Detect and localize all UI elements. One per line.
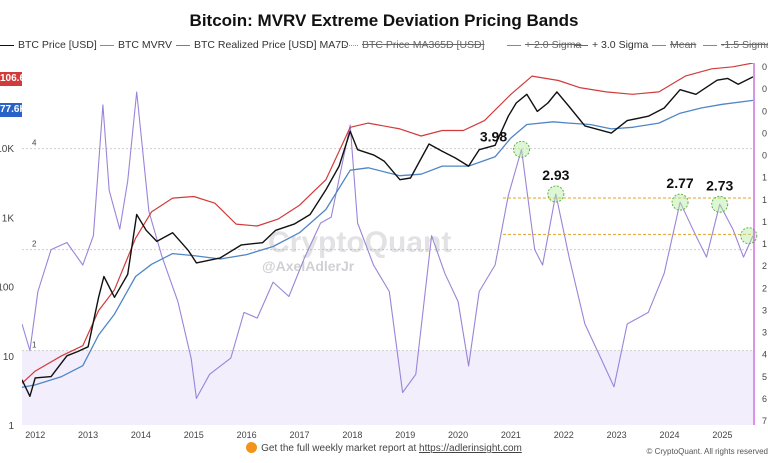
right-tick-4: 0 (762, 151, 767, 161)
footer: Get the full weekly market report at htt… (0, 442, 768, 454)
price-badge-realized: 77.6K (0, 103, 22, 117)
legend-swatch (507, 44, 521, 46)
peak-label-1: 2.93 (542, 167, 569, 183)
peak-label-3: 2.73 (706, 177, 733, 193)
legend-swatch (344, 44, 358, 46)
right-tick-3: 0 (762, 128, 767, 138)
peak-marker-0 (512, 140, 530, 158)
legend-label: + 3.0 Sigma (592, 39, 649, 51)
x-tick-2021: 2021 (501, 430, 521, 440)
right-tick-9: 2 (762, 261, 767, 271)
series-realized-price-line (22, 99, 753, 388)
mvrv-level-1-label: 1 (32, 341, 37, 350)
x-tick-2013: 2013 (78, 430, 98, 440)
mvrv-level-4-label: 4 (32, 139, 37, 148)
x-tick-2015: 2015 (184, 430, 204, 440)
price-badge-price: 106.6K (0, 72, 22, 86)
x-tick-2024: 2024 (659, 430, 679, 440)
legend-item-7[interactable]: -1.5 Sigma (703, 39, 768, 51)
legend-swatch (574, 44, 588, 46)
y-tick-1k: 1K (2, 213, 15, 224)
legend-label: BTC Realized Price [USD] MA7D (194, 39, 349, 51)
y-tick-100: 100 (0, 283, 14, 294)
x-tick-2012: 2012 (25, 430, 45, 440)
y-tick-10: 10 (3, 352, 15, 363)
x-tick-2016: 2016 (237, 430, 257, 440)
y-tick-10k: 10K (0, 144, 14, 155)
mvrv-level-2-label: 2 (32, 240, 37, 249)
legend-item-4[interactable]: + 2.0 Sigma (507, 39, 581, 51)
right-tick-14: 5 (762, 372, 767, 382)
legend-item-1[interactable]: BTC MVRV (100, 39, 172, 51)
mvrv-below-one-zone (22, 350, 753, 425)
legend-label: Mean (670, 39, 697, 51)
peak-marker-1 (547, 185, 565, 203)
right-tick-5: 1 (762, 173, 767, 183)
legend-item-3[interactable]: BTC Price MA365D [USD] (344, 39, 485, 51)
legend-swatch (100, 44, 114, 46)
x-tick-2023: 2023 (607, 430, 627, 440)
right-tick-15: 6 (762, 394, 767, 404)
right-tick-0: 0 (762, 62, 767, 72)
right-tick-10: 2 (762, 283, 767, 293)
right-tick-16: 7 (762, 416, 767, 426)
legend-swatch (176, 44, 190, 46)
x-tick-2019: 2019 (395, 430, 415, 440)
legend-item-6[interactable]: Mean (652, 39, 696, 51)
x-tick-2018: 2018 (342, 430, 362, 440)
peak-marker-4 (740, 227, 758, 245)
watermark-brand: CryptoQuant (268, 226, 452, 259)
legend-swatch (703, 44, 717, 46)
peak-label-0: 3.98 (480, 128, 507, 144)
legend-item-5[interactable]: + 3.0 Sigma (574, 39, 648, 51)
right-tick-8: 1 (762, 239, 767, 249)
series-btc-price-line (22, 76, 753, 397)
legend-label: BTC MVRV (118, 39, 173, 51)
right-tick-6: 1 (762, 195, 767, 205)
legend-item-2[interactable]: BTC Realized Price [USD] MA7D (176, 39, 349, 51)
x-tick-2025: 2025 (712, 430, 732, 440)
right-tick-13: 4 (762, 350, 767, 360)
chart-legend: BTC Price [USD] BTC MVRV BTC Realized Pric… (0, 39, 768, 55)
report-icon (246, 442, 258, 453)
legend-swatch (652, 44, 666, 46)
peak-label-2: 2.77 (666, 175, 693, 191)
peak-marker-2 (671, 193, 689, 211)
footer-text: Get the full weekly market report at (261, 443, 417, 454)
y-tick-1: 1 (8, 421, 14, 432)
legend-label: + 2.0 Sigma (525, 39, 582, 51)
legend-label: BTC Price [USD] (18, 39, 97, 51)
right-tick-1: 0 (762, 84, 767, 94)
legend-swatch (0, 44, 14, 46)
watermark-handle: @AxelAdlerJr (262, 258, 355, 274)
chart-title: Bitcoin: MVRV Extreme Deviation Pricing … (189, 11, 579, 30)
right-tick-2: 0 (762, 106, 767, 116)
series-plus-3-sigma-line (22, 63, 753, 384)
legend-label: -1.5 Sigma (721, 39, 768, 51)
legend-label: BTC Price MA365D [USD] (362, 39, 485, 51)
x-tick-2014: 2014 (131, 430, 151, 440)
x-tick-2022: 2022 (554, 430, 574, 440)
right-tick-12: 3 (762, 328, 767, 338)
series-mvrv-line (22, 91, 753, 399)
right-tick-7: 1 (762, 217, 767, 227)
x-tick-2020: 2020 (448, 430, 468, 440)
copyright-credit: © CryptoQuant. All rights reserved (646, 447, 768, 456)
right-tick-11: 3 (762, 305, 767, 315)
legend-item-0[interactable]: BTC Price [USD] (0, 39, 97, 51)
footer-link[interactable]: https://adlerinsight.com (419, 443, 522, 454)
x-tick-2017: 2017 (289, 430, 309, 440)
peak-marker-3 (711, 195, 729, 213)
